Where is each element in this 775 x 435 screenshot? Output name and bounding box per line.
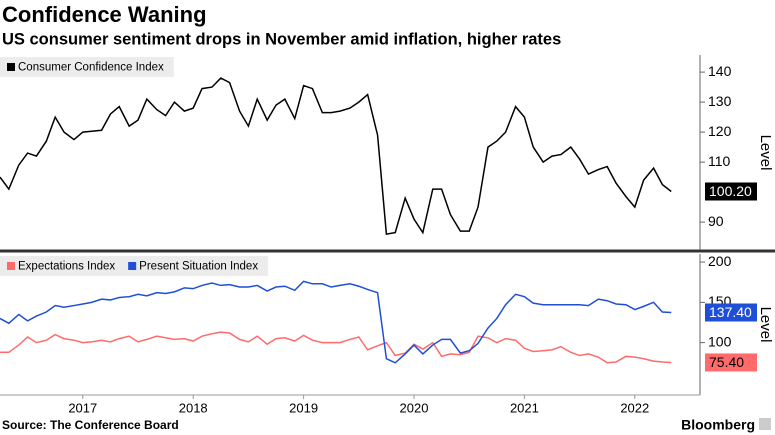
x-tick-label: 2017	[68, 400, 97, 415]
x-tick-label: 2021	[510, 400, 539, 415]
x-tick-label: 2019	[289, 400, 318, 415]
source: Source: The Conference Board	[2, 418, 179, 432]
y-tick-label: 140	[708, 63, 732, 79]
series-line	[0, 331, 672, 364]
end-label: 137.40	[709, 304, 752, 320]
end-label-box	[705, 353, 757, 372]
legend-swatch	[128, 262, 137, 270]
y-axis-label: Level	[757, 135, 774, 171]
y-tick-label: 120	[708, 123, 732, 139]
end-label-box	[705, 182, 757, 201]
x-tick-label: 2020	[400, 400, 429, 415]
brand: Bloomberg	[681, 417, 755, 433]
y-tick-label: 90	[708, 213, 724, 229]
end-label: 100.20	[709, 183, 752, 199]
legend-swatch	[7, 63, 15, 71]
legend-label: Expectations Index	[18, 261, 115, 273]
y-axis-label: Level	[757, 307, 774, 343]
end-label-box	[705, 303, 757, 322]
y-tick-label: 100	[708, 333, 732, 349]
chart-title: Confidence Waning	[2, 2, 207, 27]
end-label: 75.40	[709, 354, 744, 370]
legend-label: Consumer Confidence Index	[18, 62, 164, 74]
y-tick-label: 110	[708, 153, 731, 169]
x-tick-label: 2022	[620, 400, 649, 415]
legend-label: Present Situation Index	[139, 261, 258, 273]
legend-background	[0, 57, 174, 77]
x-tick-label: 2018	[179, 400, 208, 415]
series-line	[0, 280, 672, 364]
y-tick-label: 200	[708, 253, 732, 269]
chart-subtitle: US consumer sentiment drops in November …	[2, 30, 561, 48]
legend-swatch	[7, 262, 15, 270]
y-tick-label: 130	[708, 93, 732, 109]
brand-icon	[759, 418, 771, 430]
series-line	[0, 77, 672, 235]
